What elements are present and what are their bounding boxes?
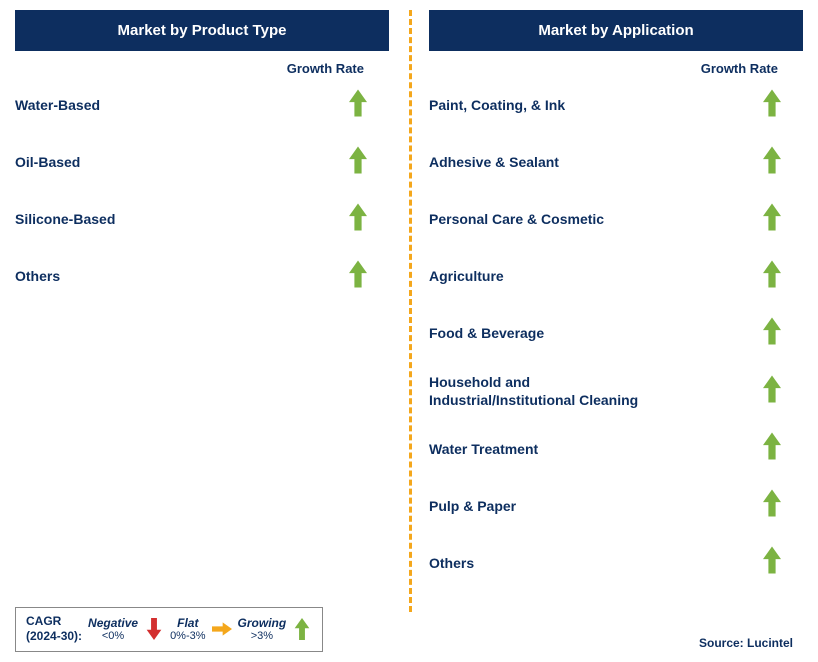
legend-flat: Flat 0%-3% <box>170 616 205 642</box>
cagr-line1: CAGR <box>26 614 61 628</box>
source-label: Source: Lucintel <box>699 636 793 650</box>
item-label: Water Treatment <box>429 440 538 458</box>
arrow-cell <box>763 145 803 180</box>
item-label: Household and Industrial/Institutional C… <box>429 373 649 409</box>
item-label: Pulp & Paper <box>429 497 516 515</box>
arrow-up-icon <box>763 202 781 232</box>
arrow-cell <box>349 88 389 123</box>
arrow-up-icon <box>292 618 312 640</box>
arrow-up-icon <box>349 88 367 118</box>
left-items: Water-Based Oil-Based Silicone-Based Others <box>15 88 389 294</box>
legend-flat-label: Flat <box>177 616 198 630</box>
item-row: Adhesive & Sealant <box>429 145 803 180</box>
arrow-up-icon <box>763 488 781 518</box>
left-subheader-growth: Growth Rate <box>15 61 389 76</box>
item-row: Others <box>429 545 803 580</box>
legend-flat-sub: 0%-3% <box>170 630 205 642</box>
item-label: Agriculture <box>429 267 504 285</box>
legend-negative: Negative <0% <box>88 616 138 642</box>
arrow-up-icon <box>349 202 367 232</box>
right-subheader-growth: Growth Rate <box>429 61 803 76</box>
item-row: Others <box>15 259 389 294</box>
legend-growing-label: Growing <box>238 616 287 630</box>
arrow-cell <box>763 202 803 237</box>
arrow-cell <box>763 88 803 123</box>
legend-negative-label: Negative <box>88 616 138 630</box>
item-label: Adhesive & Sealant <box>429 153 559 171</box>
item-row: Water-Based <box>15 88 389 123</box>
item-row: Household and Industrial/Institutional C… <box>429 373 803 409</box>
divider <box>409 10 412 612</box>
legend-negative-sub: <0% <box>102 630 124 642</box>
legend-growing-sub: >3% <box>251 630 273 642</box>
item-label: Personal Care & Cosmetic <box>429 210 604 228</box>
item-row: Personal Care & Cosmetic <box>429 202 803 237</box>
arrow-right-icon <box>212 618 232 640</box>
right-items: Paint, Coating, & Ink Adhesive & Sealant P… <box>429 88 803 580</box>
arrow-cell <box>763 259 803 294</box>
item-row: Oil-Based <box>15 145 389 180</box>
item-label: Water-Based <box>15 96 100 114</box>
arrow-cell <box>349 259 389 294</box>
cagr-line2: (2024-30): <box>26 629 82 643</box>
arrow-cell <box>763 374 803 409</box>
arrow-cell <box>763 431 803 466</box>
left-header: Market by Product Type <box>15 10 389 51</box>
item-label: Silicone-Based <box>15 210 115 228</box>
arrow-down-icon <box>144 618 164 640</box>
item-row: Food & Beverage <box>429 316 803 351</box>
arrow-up-icon <box>763 545 781 575</box>
arrow-up-icon <box>763 316 781 346</box>
legend: CAGR (2024-30): Negative <0% Flat 0%-3% … <box>15 607 323 652</box>
right-column: Market by Application Growth Rate Paint,… <box>409 10 803 652</box>
arrow-cell <box>349 202 389 237</box>
arrow-cell <box>763 545 803 580</box>
item-label: Others <box>15 267 60 285</box>
item-label: Oil-Based <box>15 153 80 171</box>
legend-cagr: CAGR (2024-30): <box>26 614 82 645</box>
left-column: Market by Product Type Growth Rate Water… <box>15 10 409 652</box>
item-label: Food & Beverage <box>429 324 544 342</box>
arrow-up-icon <box>763 431 781 461</box>
arrow-up-icon <box>763 259 781 289</box>
item-row: Agriculture <box>429 259 803 294</box>
arrow-cell <box>349 145 389 180</box>
item-row: Silicone-Based <box>15 202 389 237</box>
arrow-up-icon <box>349 259 367 289</box>
legend-growing: Growing >3% <box>238 616 287 642</box>
arrow-cell <box>763 316 803 351</box>
arrow-up-icon <box>763 374 781 404</box>
arrow-up-icon <box>763 145 781 175</box>
arrow-up-icon <box>763 88 781 118</box>
arrow-cell <box>763 488 803 523</box>
item-row: Paint, Coating, & Ink <box>429 88 803 123</box>
item-row: Water Treatment <box>429 431 803 466</box>
item-label: Others <box>429 554 474 572</box>
item-label: Paint, Coating, & Ink <box>429 96 565 114</box>
item-row: Pulp & Paper <box>429 488 803 523</box>
arrow-up-icon <box>349 145 367 175</box>
right-header: Market by Application <box>429 10 803 51</box>
